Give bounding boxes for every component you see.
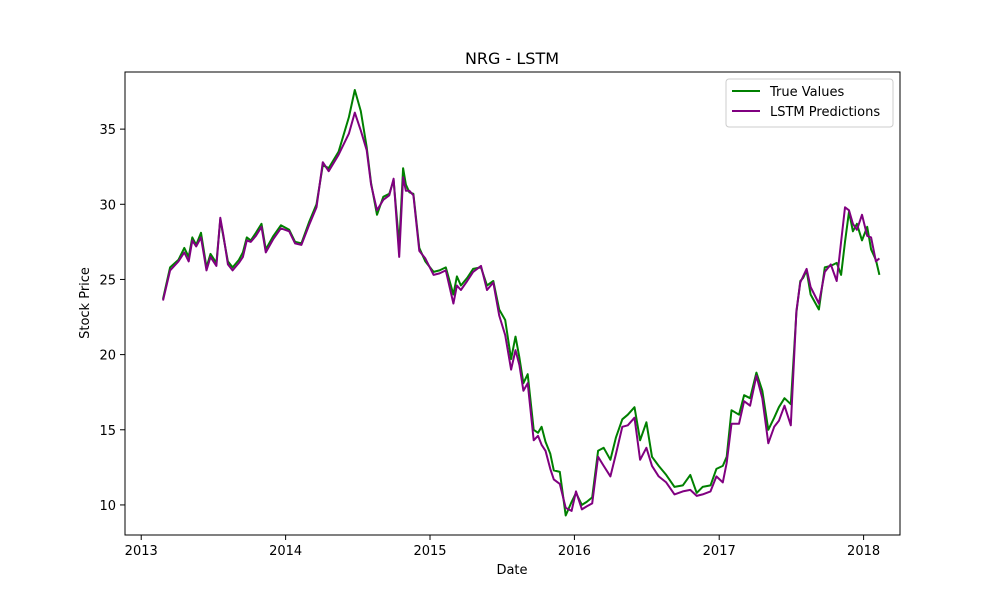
series-line-lstm-predictions [162,111,881,512]
x-axis-label: Date [496,563,527,578]
x-tick-label: 2017 [703,544,736,559]
x-tick-label: 2016 [558,544,591,559]
plot-background [125,72,900,535]
y-tick-label: 10 [99,499,116,514]
y-axis-ticks: 10 15 20 25 30 35 [99,123,125,514]
series-layer [162,89,881,517]
plot-area [125,72,900,535]
axes-frame [124,71,901,536]
y-axis-label: Stock Price [78,267,93,339]
y-tick-label: 25 [99,273,116,288]
x-axis-ticks: 2013 2014 2015 2016 2017 2018 [125,535,880,559]
x-tick-label: 2013 [125,544,158,559]
x-tick-label: 2014 [269,544,302,559]
y-tick-label: 20 [99,349,116,364]
y-tick-label: 30 [99,198,116,213]
legend: True Values LSTM Predictions [725,78,894,128]
x-tick-label: 2015 [413,544,446,559]
series-line-true-values [162,89,881,517]
legend-label-lstm-predictions: LSTM Predictions [770,105,880,120]
legend-label-true-values: True Values [769,85,844,100]
y-tick-label: 15 [99,424,116,439]
x-tick-label: 2018 [847,544,880,559]
legend-box [725,78,894,128]
y-tick-label: 35 [99,123,116,138]
chart-title: NRG - LSTM [465,49,559,68]
